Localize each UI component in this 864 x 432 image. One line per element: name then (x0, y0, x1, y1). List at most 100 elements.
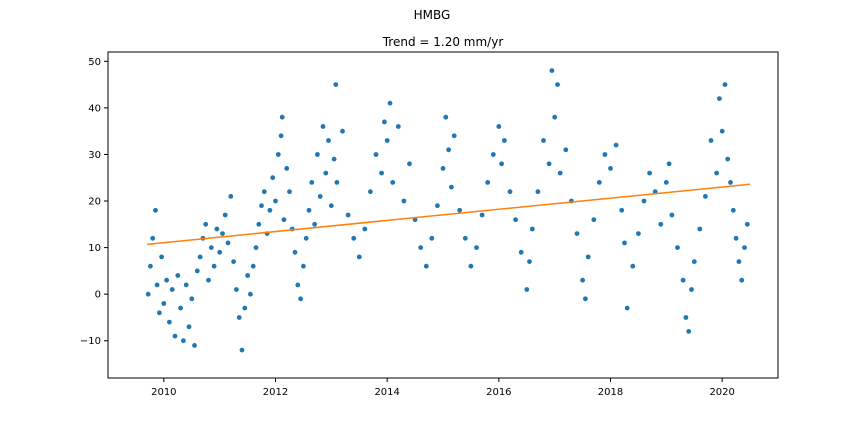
y-tick-label: 50 (88, 57, 101, 68)
data-point (728, 180, 733, 185)
data-point (527, 259, 532, 264)
data-point (440, 166, 446, 171)
data-point (356, 254, 362, 260)
data-point (148, 263, 153, 269)
data-point (368, 189, 373, 195)
data-point (518, 249, 524, 255)
data-point (169, 287, 175, 292)
data-point (145, 291, 151, 297)
y-tick-label: 10 (88, 243, 101, 254)
data-point (563, 147, 569, 153)
y-tick-label: 20 (88, 197, 101, 208)
data-point (315, 152, 320, 157)
data-point (270, 175, 276, 181)
data-point (194, 268, 200, 274)
x-tick-label: 2014 (374, 387, 399, 398)
data-point (647, 170, 652, 176)
data-point (557, 170, 563, 176)
data-point (301, 263, 306, 269)
data-point (275, 152, 281, 157)
data-point (362, 226, 368, 232)
data-point (220, 231, 225, 237)
data-point (234, 287, 239, 292)
data-point (281, 217, 287, 223)
data-point (583, 296, 588, 302)
data-point (239, 347, 245, 353)
data-point (178, 305, 184, 311)
data-point (379, 170, 384, 176)
data-point (320, 124, 326, 129)
y-tick-label: 40 (88, 103, 101, 114)
y-tick-label: −10 (80, 336, 101, 347)
data-point (658, 221, 664, 227)
data-point (279, 114, 285, 120)
y-axis: −10 0 10 20 30 40 50 (80, 57, 108, 347)
data-point (449, 184, 454, 190)
data-point (273, 198, 278, 204)
data-point (708, 138, 714, 143)
data-point (228, 194, 234, 199)
data-point (334, 180, 340, 185)
data-point (373, 152, 379, 157)
data-point (502, 138, 507, 143)
data-point (714, 170, 719, 176)
data-point (267, 207, 273, 213)
data-point (580, 277, 585, 283)
x-tick-label: 2010 (151, 387, 176, 398)
data-point (574, 231, 580, 237)
data-point (636, 231, 641, 237)
data-point (245, 273, 251, 278)
data-point (499, 161, 504, 167)
data-point (555, 82, 560, 87)
data-point (154, 282, 160, 288)
data-point (719, 128, 725, 134)
data-point (333, 82, 339, 87)
data-point (423, 263, 429, 269)
data-point (485, 180, 491, 185)
trend-layer (147, 183, 751, 246)
data-point (306, 207, 312, 213)
data-point (622, 240, 627, 246)
x-tick-label: 2016 (486, 387, 511, 398)
data-point (739, 277, 745, 283)
x-tick-label: 2012 (263, 387, 288, 398)
data-point (217, 249, 223, 255)
data-point (683, 315, 689, 320)
data-point (496, 124, 502, 129)
data-point (181, 338, 186, 344)
y-tick-label: 0 (95, 290, 101, 301)
plot-area-frame (107, 51, 779, 379)
data-point (309, 180, 315, 185)
data-point (161, 301, 167, 306)
data-point (733, 235, 739, 241)
data-point (462, 235, 468, 241)
data-point (298, 296, 303, 302)
data-point (175, 273, 181, 278)
data-point (208, 245, 214, 251)
data-point (153, 207, 158, 213)
chart-suptitle: HMBG (414, 8, 451, 22)
data-point (474, 245, 479, 251)
data-point (340, 128, 345, 134)
data-point (303, 235, 309, 241)
data-point (189, 296, 195, 302)
data-point (248, 291, 253, 297)
data-point (669, 212, 675, 218)
data-point (231, 259, 237, 264)
data-point (608, 166, 613, 171)
data-point (259, 203, 264, 209)
data-point (697, 226, 703, 232)
data-point (529, 226, 535, 232)
data-point (186, 324, 192, 330)
data-point (317, 194, 323, 199)
data-point (596, 180, 602, 185)
data-point (328, 203, 334, 209)
data-point (253, 245, 259, 251)
data-point (689, 287, 694, 292)
data-point (197, 254, 203, 260)
data-point (524, 287, 530, 292)
data-point (541, 138, 546, 143)
data-point (164, 277, 170, 283)
data-point (744, 221, 750, 227)
